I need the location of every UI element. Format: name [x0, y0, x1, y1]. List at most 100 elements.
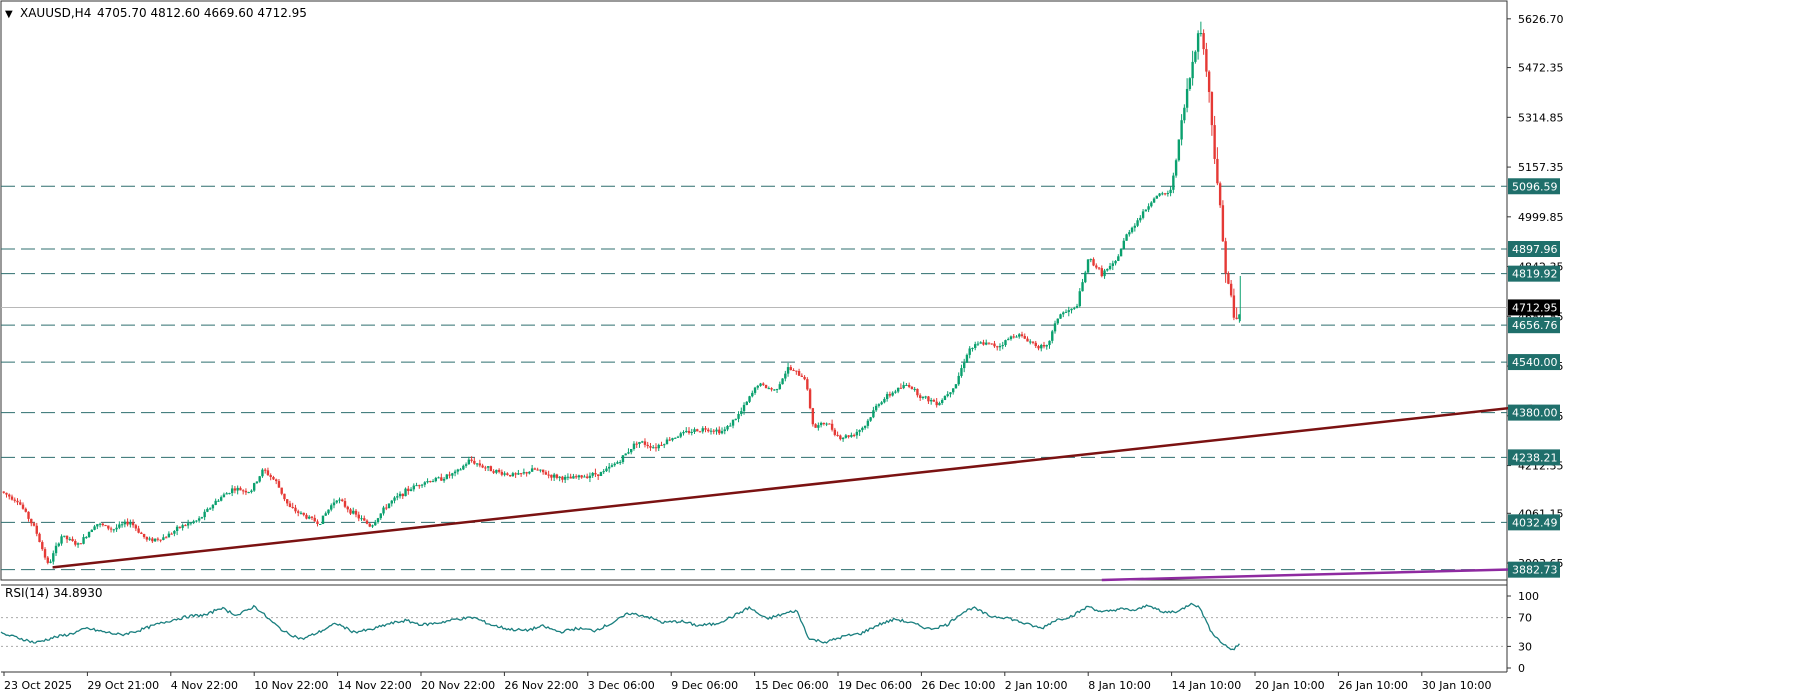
- candle-body: [649, 446, 652, 448]
- candle-body: [426, 481, 429, 483]
- candle-body: [770, 388, 773, 390]
- candle-body: [308, 516, 311, 519]
- candle-body: [910, 386, 914, 389]
- candle-body: [1130, 227, 1134, 233]
- candle-body: [921, 396, 925, 398]
- candle-body: [602, 471, 605, 473]
- candle-body: [313, 517, 316, 522]
- candle-body: [676, 436, 680, 438]
- candle-body: [580, 475, 583, 478]
- candle-body: [390, 500, 393, 504]
- candle-body: [247, 492, 250, 494]
- candle-body: [38, 533, 41, 543]
- candle-body: [756, 385, 759, 388]
- candle-body: [511, 473, 515, 477]
- candle-body: [200, 517, 204, 519]
- candle-body: [566, 476, 570, 478]
- candle-body: [577, 475, 581, 478]
- candle-body: [1141, 211, 1145, 218]
- candle-body: [1194, 51, 1197, 62]
- candle-body: [484, 467, 487, 469]
- candle-body: [1092, 259, 1095, 266]
- candle-body: [1183, 107, 1186, 121]
- candle-body: [907, 384, 911, 387]
- candle-body: [1114, 260, 1117, 264]
- candle-body: [1229, 283, 1233, 296]
- candle-body: [709, 430, 713, 432]
- candle-body: [134, 525, 138, 529]
- candle-body: [657, 444, 660, 449]
- candle-body: [420, 484, 424, 486]
- candle-body: [624, 453, 627, 456]
- candle-body: [806, 379, 809, 390]
- candle-body: [481, 465, 484, 468]
- candle-body: [335, 500, 338, 503]
- candle-body: [423, 482, 427, 485]
- time-tick-label: 30 Jan 10:00: [1422, 679, 1492, 692]
- candle-body: [63, 535, 66, 537]
- candle-body: [401, 493, 404, 497]
- time-tick-label: 20 Nov 22:00: [421, 679, 495, 692]
- candle-body: [101, 523, 105, 526]
- candle-body: [929, 399, 933, 402]
- candle-body: [330, 505, 333, 510]
- candle-body: [288, 503, 292, 507]
- trendline-lower[interactable]: [1101, 567, 1532, 582]
- candle-body: [186, 523, 190, 526]
- candle-body: [175, 526, 179, 531]
- candle-body: [475, 463, 479, 465]
- candle-body: [156, 538, 160, 540]
- candle-body: [343, 501, 347, 507]
- candle-body: [596, 474, 600, 476]
- candle-body: [742, 404, 746, 412]
- candle-body: [891, 392, 894, 396]
- candle-body: [638, 441, 641, 444]
- candle-body: [1196, 33, 1200, 52]
- symbol-label: XAUUSD,H4: [20, 6, 91, 20]
- candle-body: [319, 524, 322, 526]
- candle-body: [652, 447, 655, 449]
- candle-body: [464, 464, 468, 466]
- candle-body: [866, 420, 870, 426]
- candle-body: [888, 394, 892, 396]
- candle-body: [833, 429, 837, 435]
- time-tick-label: 14 Nov 22:00: [338, 679, 412, 692]
- candle-body: [1108, 265, 1112, 270]
- candle-body: [192, 521, 195, 523]
- candle-body: [305, 514, 308, 519]
- candle-body: [671, 438, 674, 441]
- candle-body: [230, 488, 234, 494]
- candle-body: [437, 477, 440, 479]
- candle-body: [591, 472, 594, 476]
- candle-body: [98, 523, 102, 525]
- candle-body: [486, 466, 490, 468]
- candle-body: [467, 459, 471, 465]
- chart-menu-glyph[interactable]: ▼: [5, 9, 13, 20]
- candle-body: [759, 383, 762, 386]
- level-label-4656.76-bg: [1508, 317, 1560, 334]
- candle-body: [1103, 270, 1106, 277]
- candle-body: [473, 460, 476, 464]
- candle-body: [162, 537, 165, 540]
- level-label-5096.59-bg: [1508, 178, 1560, 195]
- candle-body: [514, 473, 517, 475]
- candle-body: [935, 401, 938, 406]
- candle-body: [1095, 265, 1098, 268]
- time-tick-label: 10 Nov 22:00: [254, 679, 328, 692]
- candle-body: [517, 473, 520, 475]
- candle-body: [993, 343, 996, 347]
- candle-body: [533, 468, 537, 470]
- candle-body: [60, 536, 63, 544]
- candle-body: [630, 448, 633, 453]
- level-label-4897.96: 4897.96: [1512, 243, 1558, 256]
- candle-body: [632, 443, 636, 449]
- candle-body: [1081, 282, 1084, 292]
- candle-body: [228, 493, 231, 495]
- candle-body: [489, 466, 493, 472]
- trendline-support[interactable]: [52, 404, 1532, 569]
- candle-body: [1207, 71, 1211, 93]
- candle-body: [379, 513, 382, 519]
- candle-body: [8, 494, 11, 497]
